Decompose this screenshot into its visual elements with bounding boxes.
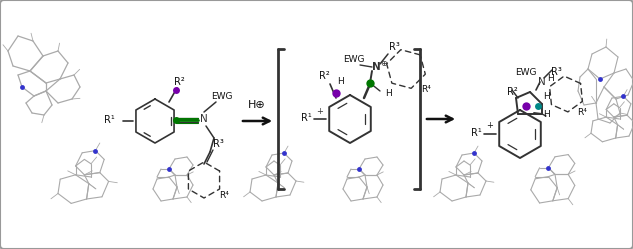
Text: R³: R³ — [389, 42, 399, 52]
Text: N: N — [200, 114, 208, 124]
Text: R⁴: R⁴ — [219, 190, 229, 199]
Text: R⁴: R⁴ — [577, 108, 587, 117]
Text: H: H — [385, 88, 391, 98]
Text: R²: R² — [173, 77, 184, 87]
Text: H: H — [542, 110, 549, 119]
Text: R¹: R¹ — [470, 128, 481, 138]
Text: N: N — [372, 62, 380, 72]
Text: +: + — [316, 107, 323, 116]
Text: R³: R³ — [213, 139, 223, 149]
Text: EWG: EWG — [515, 67, 537, 76]
Text: EWG: EWG — [211, 91, 233, 101]
Text: R⁴: R⁴ — [421, 84, 431, 94]
Text: EWG: EWG — [343, 55, 365, 63]
Text: ⊕: ⊕ — [380, 59, 387, 67]
Text: R³: R³ — [551, 67, 561, 77]
Text: H: H — [337, 76, 343, 85]
Text: R²: R² — [506, 87, 517, 97]
Text: H: H — [542, 91, 549, 101]
Text: R²: R² — [318, 71, 329, 81]
Text: H: H — [547, 73, 553, 82]
Text: N: N — [538, 77, 546, 87]
Text: +: + — [487, 121, 494, 129]
Text: R¹: R¹ — [104, 115, 115, 125]
Text: R¹: R¹ — [301, 113, 311, 123]
Text: H⊕: H⊕ — [248, 100, 266, 110]
